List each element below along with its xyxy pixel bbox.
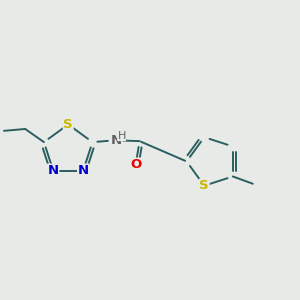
Text: O: O [130,158,141,171]
Text: N: N [78,164,89,177]
Text: N: N [48,164,59,177]
Text: S: S [200,179,209,192]
Text: S: S [63,118,73,131]
Text: N: N [110,134,122,147]
Text: H: H [117,131,126,141]
